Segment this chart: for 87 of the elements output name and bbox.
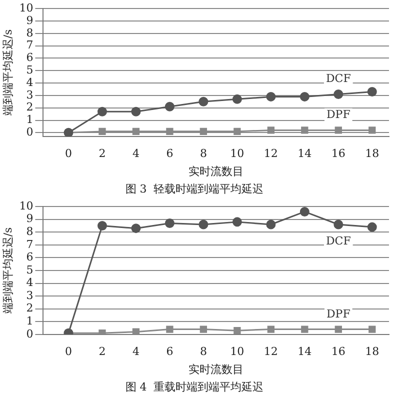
point — [97, 221, 107, 231]
x-tick-label: 14 — [298, 146, 312, 160]
x-tick-label: 18 — [365, 344, 380, 358]
y-tick-label: 2 — [26, 100, 34, 114]
y-tick-label: 4 — [26, 276, 34, 290]
x-tick-label: 4 — [132, 344, 140, 358]
y-tick-label: 4 — [26, 76, 34, 89]
y-tick-label: 10 — [19, 199, 34, 212]
y-tick-label: 9 — [26, 212, 34, 226]
y-tick-label: 8 — [26, 225, 34, 238]
point — [267, 126, 274, 134]
x-tick-label: 12 — [264, 344, 278, 358]
y-tick-label: 8 — [26, 26, 34, 40]
point — [232, 94, 242, 104]
point — [368, 326, 376, 333]
y-tick-label: 1 — [26, 314, 34, 328]
x-tick-label: 6 — [166, 146, 174, 160]
point — [266, 220, 276, 230]
text: 图 3 轻载时端到端平均延迟 — [125, 182, 264, 196]
y-axis-title: 端到端平均延迟/s — [1, 226, 14, 314]
y-tick-label: 2 — [26, 302, 34, 315]
x-tick-label: 8 — [200, 344, 207, 358]
y-tick-label: 7 — [26, 238, 34, 251]
series-label: DCF — [326, 234, 352, 248]
point — [166, 128, 174, 136]
y-tick-label: 7 — [26, 38, 34, 52]
x-tick-label: 6 — [166, 344, 174, 358]
point — [132, 328, 140, 334]
y-tick-label: 0 — [26, 327, 34, 340]
y-tick-label: 0 — [26, 126, 34, 139]
point — [300, 206, 310, 216]
y-tick-label: 6 — [26, 250, 34, 264]
point — [266, 92, 276, 102]
point — [267, 326, 274, 333]
x-tick-label: 2 — [98, 146, 106, 160]
point — [334, 326, 342, 333]
x-tick-label: 8 — [200, 146, 207, 160]
x-tick-label: 2 — [98, 344, 106, 358]
x-tick-label: 10 — [230, 344, 244, 358]
point — [166, 326, 174, 333]
point — [198, 96, 208, 106]
x-tick-label: 4 — [132, 146, 140, 160]
y-tick-label: 6 — [26, 51, 34, 64]
y-tick-label: 3 — [26, 88, 34, 102]
point — [98, 128, 106, 136]
point — [334, 89, 344, 99]
point — [300, 92, 310, 102]
y-axis-title: 端到端平均延迟/s — [1, 28, 14, 116]
y-tick-label: 3 — [26, 288, 34, 302]
x-tick-label: 16 — [331, 146, 346, 160]
y-tick-label: 5 — [26, 64, 34, 76]
point — [131, 224, 141, 234]
point — [301, 126, 308, 134]
point — [334, 220, 344, 230]
y-tick-label: 9 — [26, 14, 34, 27]
x-tick-label: 16 — [331, 344, 346, 358]
x-tick-label: 14 — [298, 344, 312, 358]
x-tick-label: 18 — [365, 146, 380, 160]
point — [232, 217, 242, 227]
point — [367, 222, 377, 232]
x-axis-title: 实时流数目 — [188, 363, 244, 376]
y-tick-label: 5 — [26, 263, 34, 276]
point — [234, 128, 241, 136]
point — [164, 102, 174, 112]
point — [198, 220, 208, 230]
point — [334, 126, 342, 134]
x-tick-label: 0 — [65, 344, 72, 358]
point — [132, 128, 140, 136]
point — [164, 218, 174, 228]
y-tick-label: 10 — [19, 1, 34, 14]
x-tick-label: 0 — [65, 146, 72, 160]
point — [301, 326, 308, 333]
point — [131, 106, 141, 116]
point — [368, 126, 376, 134]
series-label: DPF — [326, 108, 351, 122]
x-axis-title: 实时流数目 — [188, 165, 244, 178]
y-tick-label: 1 — [26, 113, 34, 126]
x-tick-label: 12 — [264, 146, 278, 160]
point — [97, 106, 107, 116]
point — [367, 86, 377, 96]
text: 图 4 重载时端到端平均延迟 — [125, 380, 264, 394]
point — [200, 326, 208, 333]
series-label: DPF — [326, 307, 351, 320]
point — [200, 128, 208, 136]
series-label: DCF — [326, 72, 352, 86]
x-tick-label: 10 — [230, 146, 244, 160]
point — [234, 326, 241, 334]
